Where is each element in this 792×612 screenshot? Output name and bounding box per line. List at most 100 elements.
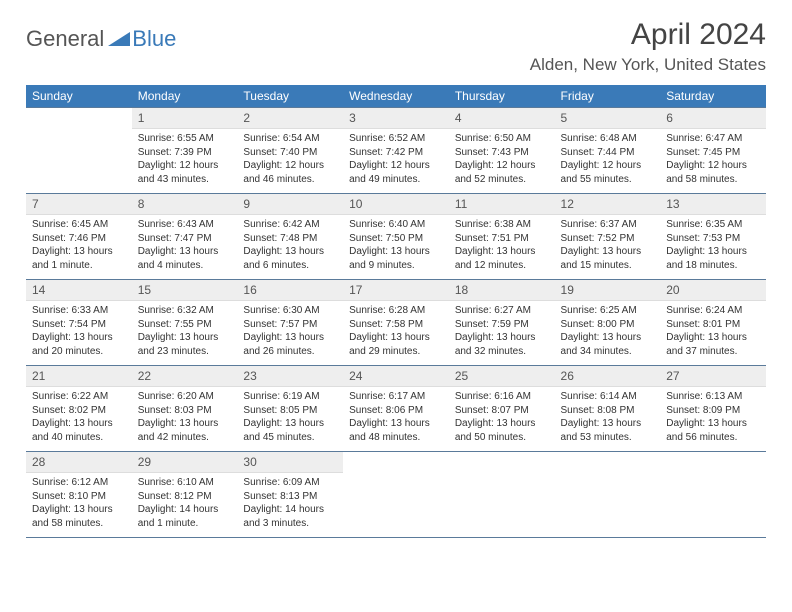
day-details: Sunrise: 6:22 AMSunset: 8:02 PMDaylight:…	[26, 387, 132, 448]
day-details: Sunrise: 6:14 AMSunset: 8:08 PMDaylight:…	[555, 387, 661, 448]
daylight-text: Daylight: 13 hours and 6 minutes.	[243, 245, 337, 272]
daylight-text: Daylight: 13 hours and 34 minutes.	[561, 331, 655, 358]
weekday-header: Wednesday	[343, 85, 449, 108]
calendar-cell: 19Sunrise: 6:25 AMSunset: 8:00 PMDayligh…	[555, 280, 661, 366]
sunset-text: Sunset: 7:51 PM	[455, 232, 549, 246]
daylight-text: Daylight: 13 hours and 26 minutes.	[243, 331, 337, 358]
title-block: April 2024 Alden, New York, United State…	[530, 18, 766, 75]
sunrise-text: Sunrise: 6:32 AM	[138, 304, 232, 318]
sunrise-text: Sunrise: 6:27 AM	[455, 304, 549, 318]
sunrise-text: Sunrise: 6:17 AM	[349, 390, 443, 404]
calendar-cell: 24Sunrise: 6:17 AMSunset: 8:06 PMDayligh…	[343, 366, 449, 452]
sunrise-text: Sunrise: 6:40 AM	[349, 218, 443, 232]
sunset-text: Sunset: 8:09 PM	[666, 404, 760, 418]
day-number: 15	[132, 280, 238, 301]
day-details: Sunrise: 6:25 AMSunset: 8:00 PMDaylight:…	[555, 301, 661, 362]
day-number: 26	[555, 366, 661, 387]
sunrise-text: Sunrise: 6:25 AM	[561, 304, 655, 318]
calendar-week-row: 28Sunrise: 6:12 AMSunset: 8:10 PMDayligh…	[26, 452, 766, 538]
sunrise-text: Sunrise: 6:22 AM	[32, 390, 126, 404]
day-number: 16	[237, 280, 343, 301]
daylight-text: Daylight: 12 hours and 58 minutes.	[666, 159, 760, 186]
sunset-text: Sunset: 7:50 PM	[349, 232, 443, 246]
calendar-cell: 15Sunrise: 6:32 AMSunset: 7:55 PMDayligh…	[132, 280, 238, 366]
day-number: 27	[660, 366, 766, 387]
calendar-cell: 18Sunrise: 6:27 AMSunset: 7:59 PMDayligh…	[449, 280, 555, 366]
day-details: Sunrise: 6:40 AMSunset: 7:50 PMDaylight:…	[343, 215, 449, 276]
sunset-text: Sunset: 8:10 PM	[32, 490, 126, 504]
calendar-cell: 11Sunrise: 6:38 AMSunset: 7:51 PMDayligh…	[449, 194, 555, 280]
calendar-cell: 25Sunrise: 6:16 AMSunset: 8:07 PMDayligh…	[449, 366, 555, 452]
calendar-cell: 3Sunrise: 6:52 AMSunset: 7:42 PMDaylight…	[343, 108, 449, 194]
day-number: 11	[449, 194, 555, 215]
sunset-text: Sunset: 7:40 PM	[243, 146, 337, 160]
day-details: Sunrise: 6:48 AMSunset: 7:44 PMDaylight:…	[555, 129, 661, 190]
weekday-header: Saturday	[660, 85, 766, 108]
sunset-text: Sunset: 8:12 PM	[138, 490, 232, 504]
day-details: Sunrise: 6:47 AMSunset: 7:45 PMDaylight:…	[660, 129, 766, 190]
sunset-text: Sunset: 8:03 PM	[138, 404, 232, 418]
calendar-cell	[449, 452, 555, 538]
sunrise-text: Sunrise: 6:45 AM	[32, 218, 126, 232]
sunset-text: Sunset: 8:01 PM	[666, 318, 760, 332]
sunset-text: Sunset: 7:57 PM	[243, 318, 337, 332]
day-details: Sunrise: 6:35 AMSunset: 7:53 PMDaylight:…	[660, 215, 766, 276]
sunset-text: Sunset: 7:39 PM	[138, 146, 232, 160]
sunrise-text: Sunrise: 6:09 AM	[243, 476, 337, 490]
sunset-text: Sunset: 7:55 PM	[138, 318, 232, 332]
weekday-header: Tuesday	[237, 85, 343, 108]
daylight-text: Daylight: 12 hours and 52 minutes.	[455, 159, 549, 186]
calendar-week-row: 14Sunrise: 6:33 AMSunset: 7:54 PMDayligh…	[26, 280, 766, 366]
calendar-cell: 1Sunrise: 6:55 AMSunset: 7:39 PMDaylight…	[132, 108, 238, 194]
sunset-text: Sunset: 7:59 PM	[455, 318, 549, 332]
daylight-text: Daylight: 13 hours and 48 minutes.	[349, 417, 443, 444]
calendar-cell: 8Sunrise: 6:43 AMSunset: 7:47 PMDaylight…	[132, 194, 238, 280]
sunset-text: Sunset: 8:08 PM	[561, 404, 655, 418]
daylight-text: Daylight: 13 hours and 32 minutes.	[455, 331, 549, 358]
day-number: 17	[343, 280, 449, 301]
daylight-text: Daylight: 12 hours and 46 minutes.	[243, 159, 337, 186]
day-number: 14	[26, 280, 132, 301]
sunrise-text: Sunrise: 6:14 AM	[561, 390, 655, 404]
day-details: Sunrise: 6:20 AMSunset: 8:03 PMDaylight:…	[132, 387, 238, 448]
weekday-header-row: Sunday Monday Tuesday Wednesday Thursday…	[26, 85, 766, 108]
calendar-page: General Blue April 2024 Alden, New York,…	[0, 0, 792, 548]
day-number: 13	[660, 194, 766, 215]
calendar-body: 1Sunrise: 6:55 AMSunset: 7:39 PMDaylight…	[26, 108, 766, 538]
calendar-cell: 5Sunrise: 6:48 AMSunset: 7:44 PMDaylight…	[555, 108, 661, 194]
day-details: Sunrise: 6:24 AMSunset: 8:01 PMDaylight:…	[660, 301, 766, 362]
sunset-text: Sunset: 7:46 PM	[32, 232, 126, 246]
day-number: 8	[132, 194, 238, 215]
calendar-cell: 29Sunrise: 6:10 AMSunset: 8:12 PMDayligh…	[132, 452, 238, 538]
brand-part1: General	[26, 26, 104, 52]
day-details: Sunrise: 6:10 AMSunset: 8:12 PMDaylight:…	[132, 473, 238, 534]
day-details: Sunrise: 6:38 AMSunset: 7:51 PMDaylight:…	[449, 215, 555, 276]
calendar-cell: 7Sunrise: 6:45 AMSunset: 7:46 PMDaylight…	[26, 194, 132, 280]
sunrise-text: Sunrise: 6:28 AM	[349, 304, 443, 318]
daylight-text: Daylight: 14 hours and 3 minutes.	[243, 503, 337, 530]
sunrise-text: Sunrise: 6:35 AM	[666, 218, 760, 232]
day-details: Sunrise: 6:28 AMSunset: 7:58 PMDaylight:…	[343, 301, 449, 362]
sunset-text: Sunset: 7:53 PM	[666, 232, 760, 246]
day-details: Sunrise: 6:16 AMSunset: 8:07 PMDaylight:…	[449, 387, 555, 448]
sunrise-text: Sunrise: 6:47 AM	[666, 132, 760, 146]
weekday-header: Monday	[132, 85, 238, 108]
day-number: 6	[660, 108, 766, 129]
day-details: Sunrise: 6:52 AMSunset: 7:42 PMDaylight:…	[343, 129, 449, 190]
sunset-text: Sunset: 7:43 PM	[455, 146, 549, 160]
day-number: 30	[237, 452, 343, 473]
calendar-cell: 27Sunrise: 6:13 AMSunset: 8:09 PMDayligh…	[660, 366, 766, 452]
calendar-week-row: 1Sunrise: 6:55 AMSunset: 7:39 PMDaylight…	[26, 108, 766, 194]
day-details: Sunrise: 6:30 AMSunset: 7:57 PMDaylight:…	[237, 301, 343, 362]
daylight-text: Daylight: 13 hours and 58 minutes.	[32, 503, 126, 530]
daylight-text: Daylight: 13 hours and 53 minutes.	[561, 417, 655, 444]
sunset-text: Sunset: 8:13 PM	[243, 490, 337, 504]
day-details: Sunrise: 6:45 AMSunset: 7:46 PMDaylight:…	[26, 215, 132, 276]
daylight-text: Daylight: 13 hours and 9 minutes.	[349, 245, 443, 272]
day-details: Sunrise: 6:54 AMSunset: 7:40 PMDaylight:…	[237, 129, 343, 190]
day-number: 19	[555, 280, 661, 301]
day-details: Sunrise: 6:12 AMSunset: 8:10 PMDaylight:…	[26, 473, 132, 534]
sunrise-text: Sunrise: 6:37 AM	[561, 218, 655, 232]
daylight-text: Daylight: 13 hours and 20 minutes.	[32, 331, 126, 358]
daylight-text: Daylight: 12 hours and 55 minutes.	[561, 159, 655, 186]
